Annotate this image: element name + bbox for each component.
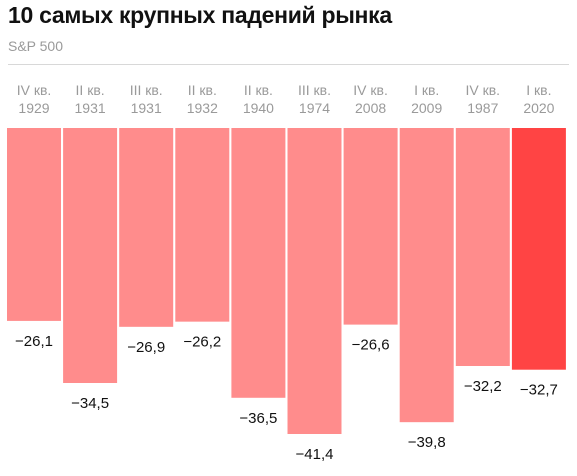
bar-3 <box>119 128 174 327</box>
category-year-label: 1932 <box>187 100 218 116</box>
value-label: −26,2 <box>183 334 221 351</box>
category-year-label: 1940 <box>243 100 274 116</box>
category-quarter-label: II кв. <box>76 82 105 98</box>
category-quarter-label: IV кв. <box>17 82 52 98</box>
value-label: −32,2 <box>464 378 502 395</box>
value-label: −26,1 <box>15 333 53 350</box>
category-year-label: 2008 <box>355 100 386 116</box>
bar-8 <box>399 128 454 423</box>
value-label: −32,7 <box>520 382 558 399</box>
top-divider <box>8 64 569 65</box>
bar-2 <box>63 128 118 383</box>
bar-1 <box>7 128 61 321</box>
category-year-label: 1987 <box>467 100 498 116</box>
bar-9 <box>455 128 510 366</box>
value-label: −26,9 <box>127 339 165 356</box>
value-label: −39,8 <box>408 434 446 451</box>
value-label: −36,5 <box>239 410 277 427</box>
bar-4 <box>175 128 230 322</box>
category-quarter-label: II кв. <box>188 82 217 98</box>
category-year-label: 2020 <box>523 100 554 116</box>
bar-10 <box>511 128 566 370</box>
category-year-label: 2009 <box>411 100 442 116</box>
category-year-label: 1974 <box>299 100 330 116</box>
category-quarter-label: IV кв. <box>353 82 388 98</box>
value-label: −34,5 <box>71 395 109 412</box>
chart-title: 10 самых крупных падений рынка <box>8 2 392 28</box>
category-quarter-label: III кв. <box>298 82 331 98</box>
category-year-label: 1931 <box>131 100 162 116</box>
bar-6 <box>287 128 342 434</box>
category-quarter-label: II кв. <box>244 82 273 98</box>
bar-7 <box>343 128 398 325</box>
value-label: −26,6 <box>352 337 390 354</box>
category-year-label: 1931 <box>75 100 106 116</box>
category-year-label: 1929 <box>18 100 49 116</box>
bar-5 <box>231 128 286 398</box>
category-quarter-label: I кв. <box>526 82 551 98</box>
category-quarter-label: I кв. <box>414 82 439 98</box>
category-quarter-label: IV кв. <box>466 82 501 98</box>
chart-subtitle: S&P 500 <box>8 38 64 54</box>
category-quarter-label: III кв. <box>130 82 163 98</box>
value-label: −41,4 <box>296 446 334 463</box>
